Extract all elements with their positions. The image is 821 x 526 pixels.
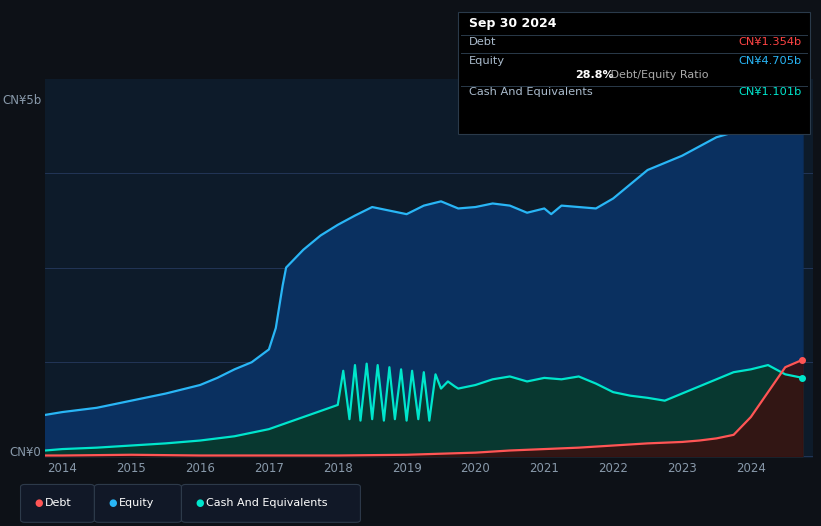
Text: CN¥0: CN¥0 bbox=[10, 446, 41, 459]
Text: Equity: Equity bbox=[469, 56, 505, 66]
Text: Debt/Equity Ratio: Debt/Equity Ratio bbox=[607, 70, 709, 80]
Text: 28.8%: 28.8% bbox=[576, 70, 614, 80]
Text: Equity: Equity bbox=[119, 498, 154, 509]
Text: ●: ● bbox=[195, 498, 204, 509]
Text: Sep 30 2024: Sep 30 2024 bbox=[469, 17, 557, 30]
Text: CN¥1.354b: CN¥1.354b bbox=[738, 37, 801, 47]
Text: CN¥1.101b: CN¥1.101b bbox=[738, 87, 801, 97]
Text: CN¥4.705b: CN¥4.705b bbox=[738, 56, 801, 66]
Text: Cash And Equivalents: Cash And Equivalents bbox=[469, 87, 593, 97]
Text: Debt: Debt bbox=[45, 498, 72, 509]
Text: ●: ● bbox=[34, 498, 43, 509]
Text: Debt: Debt bbox=[469, 37, 496, 47]
Text: CN¥5b: CN¥5b bbox=[2, 94, 41, 107]
Text: Cash And Equivalents: Cash And Equivalents bbox=[206, 498, 328, 509]
Text: ●: ● bbox=[108, 498, 117, 509]
